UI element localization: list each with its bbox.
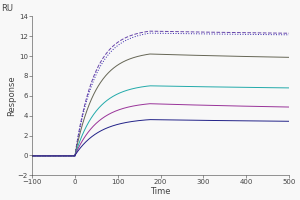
Text: RU: RU [1,4,13,13]
Y-axis label: Response: Response [7,75,16,116]
X-axis label: Time: Time [150,187,171,196]
